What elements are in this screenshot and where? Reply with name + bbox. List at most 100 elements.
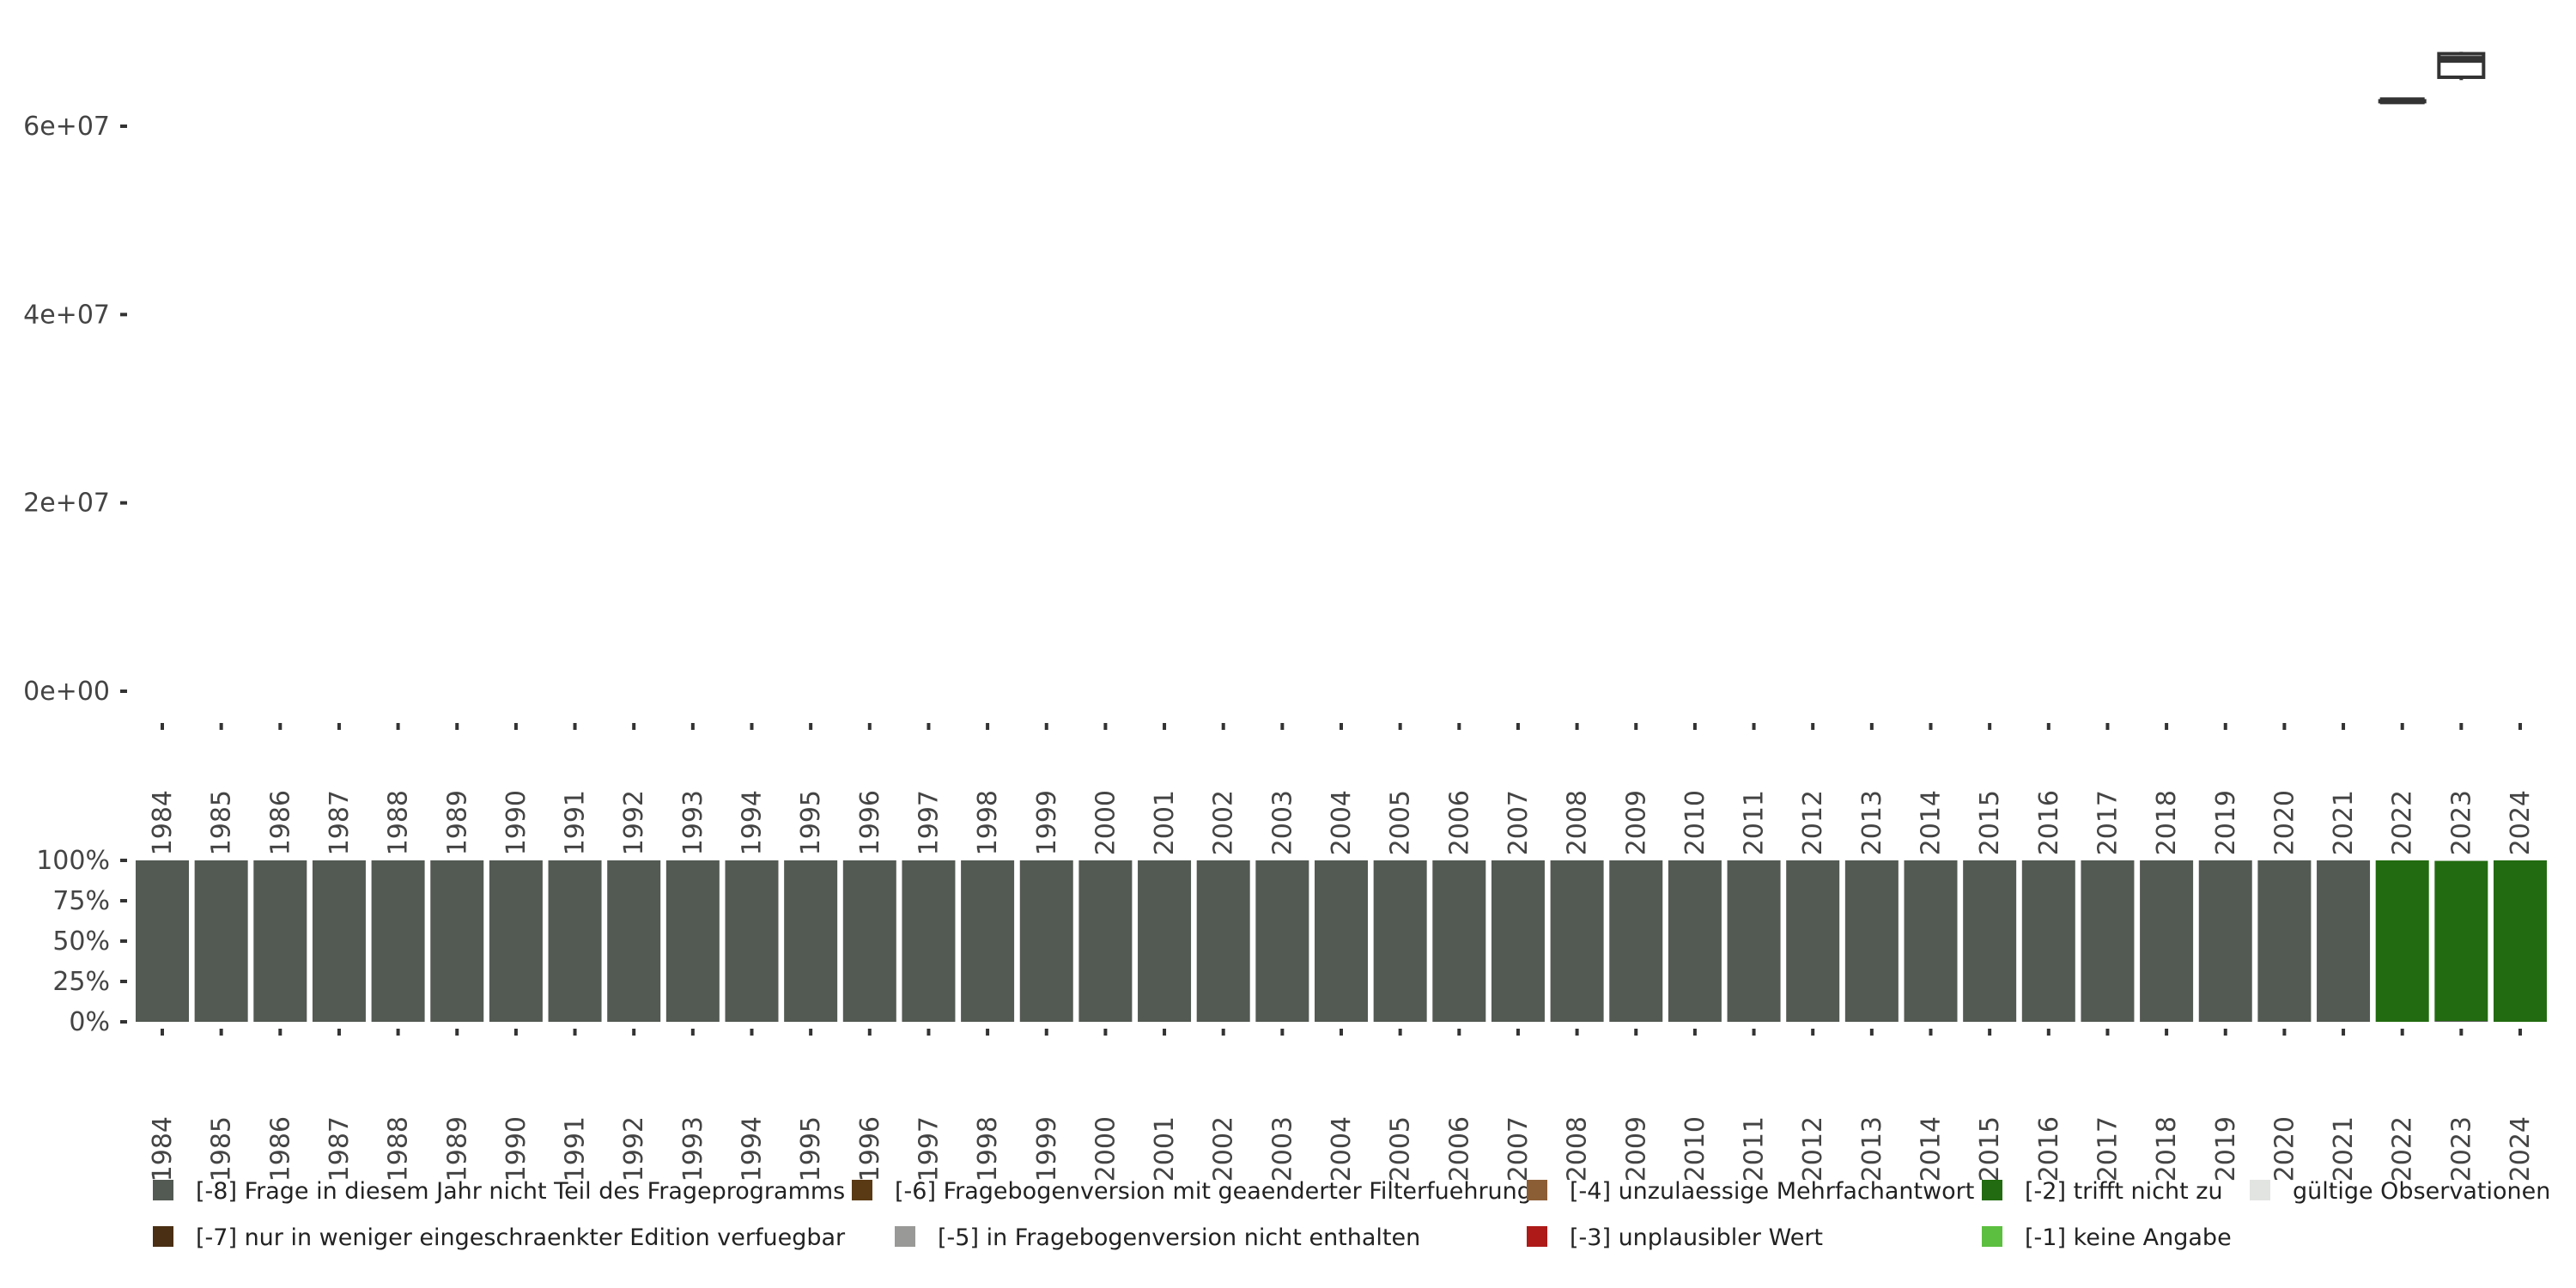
x-tick-label-bottom: 1994 [738,1116,768,1182]
bar-1985 [194,860,248,1022]
x-tick-label-top: 2017 [2093,790,2123,855]
x-tick-label-bottom: 2001 [1150,1116,1180,1182]
x-tick-label-bottom: 1987 [325,1116,355,1182]
bar-2008 [1550,860,1604,1022]
legend-swatch [153,1180,173,1200]
legend-label: [-5] in Fragebogenversion nicht enthalte… [938,1224,1420,1251]
x-tick-label-top: 1988 [384,790,414,855]
x-tick-label-bottom: 1988 [384,1116,414,1182]
x-tick-label-bottom: 2013 [1857,1116,1887,1182]
bar-1997 [902,860,956,1022]
x-tick-label-bottom: 2021 [2329,1116,2359,1182]
legend-label: [-7] nur in weniger eingeschraenkter Edi… [196,1224,846,1251]
legend-swatch [1982,1226,2002,1247]
bar-2016 [2021,860,2075,1022]
x-tick-label-top: 2015 [1975,790,2005,855]
x-tick-label-top: 2023 [2446,790,2476,855]
x-tick-label-top: 2009 [1621,790,1651,855]
x-tick-label-bottom: 1999 [1032,1116,1062,1182]
x-tick-label-bottom: 2012 [1798,1116,1828,1182]
y-tick-label: 0% [69,1007,110,1037]
x-tick-label-top: 1987 [325,790,355,855]
bar-2023 [2434,860,2488,861]
legend-swatch [1527,1226,1547,1247]
x-tick-label-top: 1997 [914,790,944,855]
x-tick-label-bottom: 2023 [2446,1116,2476,1182]
x-tick-label-top: 2014 [1917,790,1947,855]
x-tick-label-bottom: 1995 [796,1116,826,1182]
x-tick-label-top: 1984 [148,790,178,855]
x-tick-label-bottom: 2008 [1563,1116,1593,1182]
bar-2010 [1668,860,1722,1022]
x-tick-label-bottom: 2017 [2093,1116,2123,1182]
x-tick-label-bottom: 2004 [1327,1116,1357,1182]
bar-1987 [312,860,366,1022]
x-tick-label-top: 2000 [1091,790,1121,855]
x-tick-label-bottom: 1992 [619,1116,649,1182]
bar-2002 [1196,860,1250,1022]
legend-swatch [1982,1180,2002,1200]
x-tick-label-bottom: 2007 [1504,1116,1534,1182]
bar-2009 [1609,860,1663,1022]
x-tick-label-top: 2008 [1563,790,1593,855]
bar-2012 [1786,860,1840,1022]
bar-2017 [2081,860,2135,1022]
bar-2015 [1963,860,2017,1022]
x-tick-label-top: 2018 [2152,790,2182,855]
bar-1988 [371,860,425,1022]
x-tick-label-top: 1990 [501,790,532,855]
x-tick-label-bottom: 2019 [2211,1116,2241,1182]
x-tick-label-top: 2002 [1209,790,1239,855]
legend-label: [-6] Fragebogenversion mit geaenderter F… [895,1178,1532,1205]
legend-item: [-8] Frage in diesem Jahr nicht Teil des… [153,1178,845,1205]
legend-item: [-3] unplausibler Wert [1527,1224,1823,1251]
y-tick-label: 50% [52,927,110,957]
x-tick-label-bottom: 1985 [207,1116,237,1182]
legend-label: [-8] Frage in diesem Jahr nicht Teil des… [196,1178,845,1205]
bar-2023 [2434,860,2488,1022]
bar-2022 [2375,860,2429,1022]
x-tick-label-bottom: 2011 [1740,1116,1770,1182]
x-tick-label-top: 2019 [2211,790,2241,855]
x-tick-label-top: 2012 [1798,790,1828,855]
legend-swatch [852,1180,872,1200]
x-tick-label-top: 2013 [1857,790,1887,855]
x-tick-label-bottom: 2010 [1680,1116,1710,1182]
bar-2004 [1315,860,1368,1022]
x-tick-label-bottom: 1986 [265,1116,295,1182]
x-tick-label-top: 2011 [1740,790,1770,855]
legend-item: [-1] keine Angabe [1982,1224,2232,1251]
y-tick-label: 100% [36,846,110,876]
x-tick-label-bottom: 2009 [1621,1116,1651,1182]
bar-1993 [665,860,720,1022]
bar-1999 [1019,860,1073,1022]
legend-swatch [2250,1180,2270,1200]
x-tick-label-bottom: 1989 [442,1116,472,1182]
y-tick-label: 2e+07 [23,489,110,519]
legend-item: [-5] in Fragebogenversion nicht enthalte… [895,1224,1420,1251]
legend-label: [-3] unplausibler Wert [1570,1224,1823,1251]
x-tick-label-bottom: 2016 [2034,1116,2064,1182]
x-tick-label-top: 1986 [265,790,295,855]
x-tick-label-bottom: 2003 [1267,1116,1297,1182]
x-tick-label-top: 2007 [1504,790,1534,855]
x-tick-label-top: 2016 [2034,790,2064,855]
x-tick-label-bottom: 1984 [148,1116,178,1182]
bar-2023 [2434,1021,2488,1022]
x-tick-label-top: 1996 [855,790,885,855]
y-tick-label: 25% [52,967,110,997]
legend-item: [-2] trifft nicht zu [1982,1178,2223,1205]
x-tick-label-top: 2004 [1327,790,1357,855]
x-tick-label-top: 2001 [1150,790,1180,855]
x-tick-label-bottom: 2005 [1386,1116,1416,1182]
x-tick-label-top: 1992 [619,790,649,855]
legend-item: [-7] nur in weniger eingeschraenkter Edi… [153,1224,846,1251]
bar-1991 [548,860,602,1022]
bar-2006 [1432,860,1486,1022]
legend-label: [-1] keine Angabe [2025,1224,2232,1251]
legend-item: [-4] unzulaessige Mehrfachantwort [1527,1178,1974,1205]
bar-2003 [1255,860,1309,1022]
x-tick-label-top: 2020 [2269,790,2300,855]
bar-2000 [1078,860,1133,1022]
x-tick-label-bottom: 2015 [1975,1116,2005,1182]
